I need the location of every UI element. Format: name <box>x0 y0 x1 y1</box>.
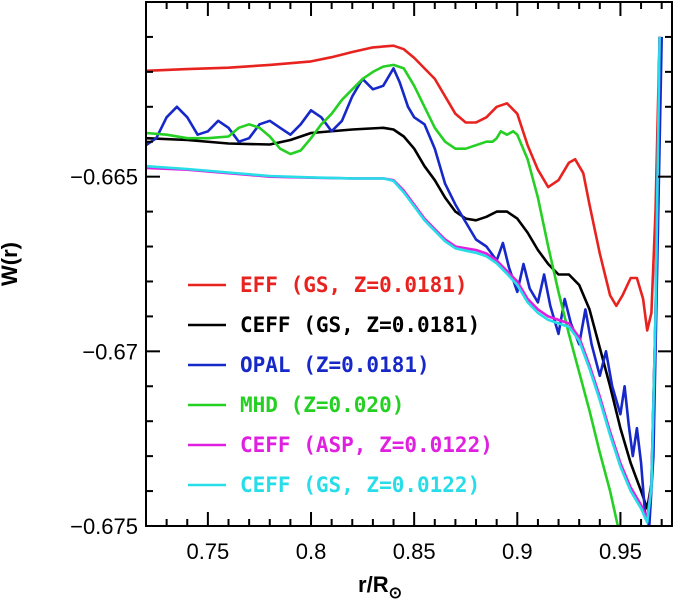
legend-label-5: CEFF (ASP, Z=0.0122) <box>240 433 493 457</box>
legend-label-4: MHD (Z=0.020) <box>240 393 404 417</box>
series-line-2 <box>146 36 661 510</box>
x-tick-label: 0.75 <box>186 539 229 564</box>
series-line-6 <box>146 36 661 524</box>
legend-label-1: EFF (GS, Z=0.0181) <box>240 273 468 297</box>
series-line-4 <box>146 63 620 526</box>
y-tick-label: −0.665 <box>70 165 138 190</box>
series-line-1 <box>146 36 661 332</box>
plot-frame <box>145 1 673 527</box>
series-layer <box>146 36 663 526</box>
x-axis-title: r/R⊙ <box>358 572 402 601</box>
series-line-3 <box>146 36 663 526</box>
tick-labels: 0.75 0.8 0.85 0.9 0.95 −0.665 −0.67 −0.675 <box>70 165 642 564</box>
x-tick-label: 0.85 <box>393 539 436 564</box>
legend-label-3: OPAL (Z=0.0181) <box>240 353 430 377</box>
legend-label-2: CEFF (GS, Z=0.0181) <box>240 313 480 337</box>
y-tick-label: −0.67 <box>82 339 138 364</box>
y-tick-label: −0.675 <box>70 514 138 539</box>
legend-label-6: CEFF (GS, Z=0.0122) <box>240 473 480 497</box>
ticks-layer <box>145 1 672 527</box>
x-tick-label: 0.95 <box>599 539 642 564</box>
y-axis-title: W(r) <box>0 242 22 286</box>
x-tick-label: 0.9 <box>502 539 533 564</box>
x-tick-label: 0.8 <box>296 539 327 564</box>
legend: EFF (GS, Z=0.0181) CEFF (GS, Z=0.0181) OPA… <box>188 273 493 497</box>
